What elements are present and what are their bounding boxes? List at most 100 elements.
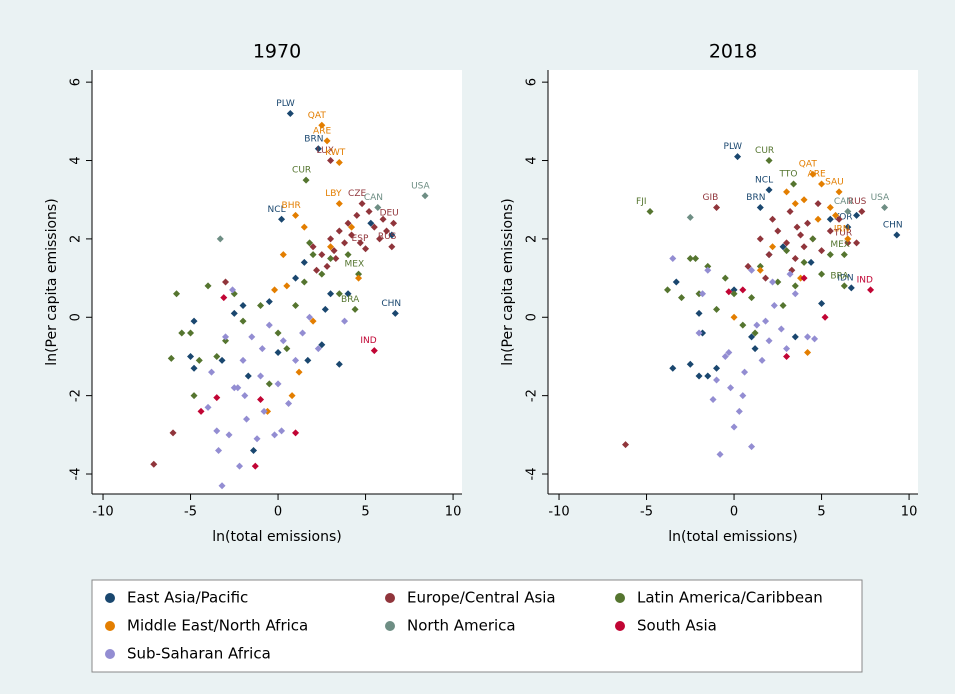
- point: [379, 215, 387, 223]
- point-label: ARE: [808, 170, 826, 180]
- point: [756, 266, 764, 274]
- point-label: BRA: [830, 271, 849, 281]
- point-label: BRA: [341, 295, 360, 305]
- point: [800, 258, 808, 266]
- point: [867, 286, 875, 294]
- point: [288, 392, 296, 400]
- point: [783, 352, 791, 360]
- point: [335, 290, 343, 298]
- point: [323, 137, 331, 145]
- point: [348, 231, 356, 239]
- point: [332, 254, 340, 262]
- x-tick-label: 5: [361, 505, 369, 520]
- point: [257, 396, 265, 404]
- point: [335, 227, 343, 235]
- point: [791, 290, 799, 298]
- point: [388, 243, 396, 251]
- point: [721, 352, 729, 360]
- point: [283, 282, 291, 290]
- point: [672, 278, 680, 286]
- point: [664, 286, 672, 294]
- point: [330, 247, 338, 255]
- point: [809, 235, 817, 243]
- point: [713, 364, 721, 372]
- point-label: MEX: [345, 260, 365, 270]
- point: [327, 157, 335, 165]
- point: [769, 243, 777, 251]
- point: [355, 274, 363, 282]
- point: [847, 284, 855, 292]
- point: [730, 423, 738, 431]
- point: [370, 347, 378, 355]
- point-label: USA: [411, 181, 430, 191]
- point: [786, 207, 794, 215]
- point: [756, 235, 764, 243]
- plot-area: [548, 70, 918, 494]
- point: [260, 407, 268, 415]
- point: [826, 204, 834, 212]
- point: [265, 298, 273, 306]
- point: [821, 313, 829, 321]
- point: [713, 376, 721, 384]
- point: [741, 368, 749, 376]
- point-label: CUR: [292, 166, 311, 176]
- plot-area: [92, 70, 462, 494]
- point: [804, 219, 812, 227]
- point: [704, 262, 712, 270]
- point: [292, 211, 300, 219]
- point: [278, 215, 286, 223]
- point: [735, 407, 743, 415]
- point: [695, 290, 703, 298]
- point-label: CHN: [883, 220, 903, 230]
- point-label: PLW: [276, 99, 295, 109]
- point: [704, 266, 712, 274]
- legend-marker: [105, 593, 115, 603]
- point: [295, 368, 303, 376]
- point: [314, 345, 322, 353]
- y-tick-label: 4: [69, 156, 84, 164]
- point: [370, 223, 378, 231]
- point: [348, 223, 356, 231]
- point-label: BRN: [746, 193, 765, 203]
- point: [173, 290, 181, 298]
- point: [362, 245, 370, 253]
- point: [222, 278, 230, 286]
- point: [292, 274, 300, 282]
- point: [421, 192, 429, 200]
- point: [739, 286, 747, 294]
- point: [258, 345, 266, 353]
- point: [286, 109, 294, 117]
- point: [814, 215, 822, 223]
- point-label: ARE: [313, 126, 331, 136]
- point-label: CAN: [834, 197, 853, 207]
- point: [669, 254, 677, 262]
- point: [686, 254, 694, 262]
- point: [765, 251, 773, 259]
- point: [218, 356, 226, 364]
- y-tick-label: 0: [525, 313, 540, 321]
- legend-marker: [105, 649, 115, 659]
- point-label: IRN: [834, 224, 850, 234]
- point-label: BRN: [304, 134, 323, 144]
- legend-box: [91, 579, 863, 673]
- point-label: BHR: [282, 201, 301, 211]
- point: [265, 380, 273, 388]
- point: [893, 231, 901, 239]
- point: [840, 251, 848, 259]
- point: [306, 239, 314, 247]
- point: [204, 282, 212, 290]
- point: [323, 262, 331, 270]
- point: [243, 415, 251, 423]
- point-label: QAT: [799, 160, 818, 170]
- point: [756, 204, 764, 212]
- point: [765, 186, 773, 194]
- point-label: TTO: [779, 170, 798, 180]
- point: [765, 157, 773, 165]
- point: [230, 309, 238, 317]
- point: [216, 235, 224, 243]
- point: [341, 239, 349, 247]
- point: [213, 352, 221, 360]
- point: [783, 239, 791, 247]
- point-label: NCL: [268, 205, 286, 215]
- point: [239, 356, 247, 364]
